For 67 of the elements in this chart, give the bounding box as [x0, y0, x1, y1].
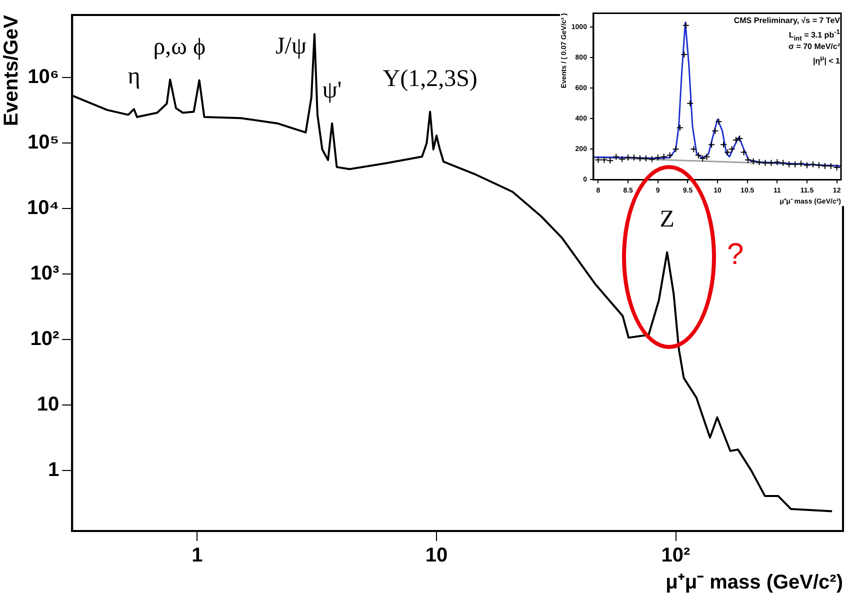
point — [720, 141, 727, 148]
y-tick-label: 10⁴ — [27, 197, 60, 220]
y-tick-label: 10² — [30, 328, 60, 350]
point — [768, 159, 775, 166]
x-axis-title: μ⁺μ⁻ mass (GeV/c²) — [666, 572, 843, 594]
point — [762, 159, 769, 166]
point — [740, 148, 748, 156]
annotation: σ = 70 MeV/c² — [788, 42, 840, 51]
point — [624, 154, 632, 162]
point — [594, 156, 602, 164]
point — [774, 158, 781, 166]
annotation: η — [128, 63, 140, 90]
point — [833, 164, 840, 171]
point — [690, 146, 698, 153]
point — [708, 141, 716, 148]
y-tick-label: 10³ — [30, 262, 60, 285]
point — [600, 156, 608, 164]
point — [712, 127, 719, 134]
annotation: L$_{int}$ = 3.1 pb$^{-1}$ — [788, 29, 840, 42]
point — [680, 50, 688, 58]
point — [827, 162, 834, 170]
point — [642, 154, 650, 162]
point — [809, 160, 816, 168]
point — [648, 156, 656, 163]
point — [756, 158, 763, 166]
y-axis-title: Events/GeV — [0, 14, 23, 126]
y-tick-label: 10⁵ — [28, 132, 60, 154]
point — [732, 136, 740, 144]
point — [672, 146, 680, 153]
y-tick-label: 1 — [48, 459, 60, 482]
point — [815, 162, 822, 169]
annotation: ψ' — [322, 78, 342, 104]
annotation: |η$^{μ}$| < 1 — [812, 55, 840, 66]
x-tick-label: 10 — [425, 544, 448, 567]
point — [703, 153, 710, 160]
point — [636, 154, 644, 162]
point — [682, 22, 690, 29]
point — [724, 148, 732, 156]
annotation: ρ,ω — [153, 34, 187, 60]
annotation: CMS Preliminary, √s = 7 TeV — [734, 16, 840, 25]
point — [804, 162, 810, 169]
point — [666, 152, 674, 159]
point — [798, 160, 805, 168]
point — [612, 153, 620, 160]
point — [686, 100, 694, 107]
point — [792, 160, 799, 168]
annotation: ϕ — [192, 34, 206, 61]
point — [715, 118, 722, 126]
x-tick-label: 1 — [192, 544, 203, 567]
annotation: ? — [727, 238, 744, 272]
annotation: J/ψ — [275, 33, 306, 60]
point — [660, 153, 668, 160]
point — [786, 160, 793, 168]
point — [780, 159, 787, 166]
point — [676, 124, 684, 132]
annotation: Υ(1,2,3S) — [382, 66, 478, 92]
y-tick-label: 10⁶ — [28, 66, 60, 88]
point — [654, 154, 662, 162]
point — [821, 162, 828, 170]
point — [728, 146, 736, 153]
annotation: Z — [660, 206, 674, 233]
y-tick-label: 10 — [36, 394, 60, 416]
point — [630, 154, 638, 162]
x-tick-label: 10² — [661, 544, 691, 567]
point — [618, 156, 626, 163]
point — [736, 134, 744, 142]
point — [606, 157, 614, 164]
